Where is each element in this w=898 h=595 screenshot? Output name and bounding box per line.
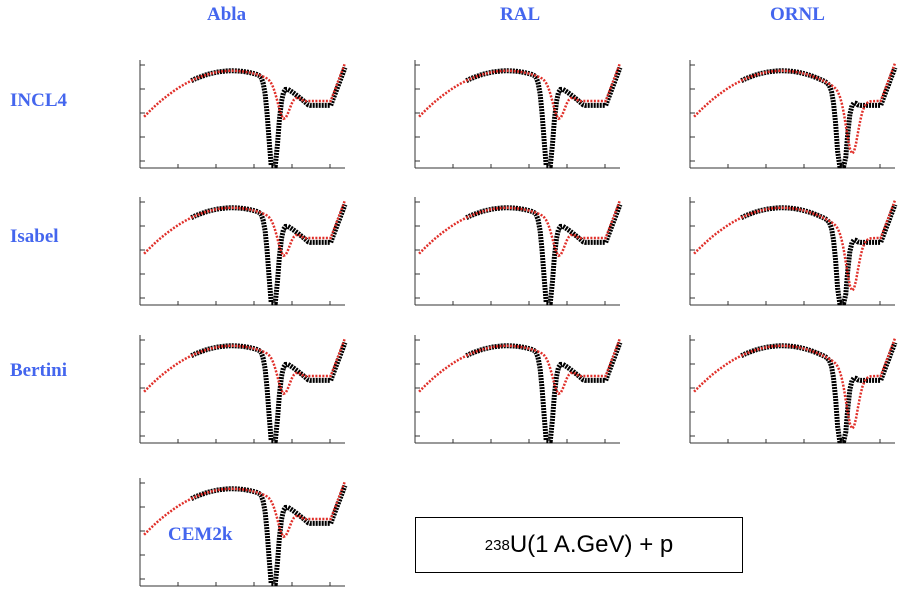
model-curve <box>740 203 898 306</box>
column-header: Abla <box>207 4 247 25</box>
model-curve <box>190 341 348 444</box>
model-curve <box>465 203 623 306</box>
data-curve <box>143 337 347 396</box>
model-curve <box>740 66 898 169</box>
model-curve <box>465 341 623 444</box>
data-curve <box>143 199 347 258</box>
data-curve <box>418 337 622 396</box>
model-curve <box>190 484 348 587</box>
row-label: Bertini <box>10 360 67 381</box>
reaction-box: 238 U(1 A.GeV) + p <box>415 517 743 573</box>
data-curve <box>418 62 622 121</box>
row-label: INCL4 <box>10 90 68 111</box>
row-label: Isabel <box>10 226 59 247</box>
model-curve <box>190 203 348 306</box>
data-curve <box>143 480 347 539</box>
column-header: RAL <box>500 4 541 25</box>
row-label: CEM2k <box>168 524 233 545</box>
data-curve <box>143 62 347 121</box>
model-curve <box>190 66 348 169</box>
mass-number: 238 <box>484 536 510 554</box>
data-curve <box>693 337 897 431</box>
data-curve <box>693 62 897 156</box>
column-header: ORNL <box>770 4 825 25</box>
model-curve <box>740 341 898 444</box>
model-curve <box>465 66 623 169</box>
reaction-text: U(1 A.GeV) + p <box>509 531 674 558</box>
data-curve <box>418 199 622 258</box>
data-curve <box>693 199 897 293</box>
